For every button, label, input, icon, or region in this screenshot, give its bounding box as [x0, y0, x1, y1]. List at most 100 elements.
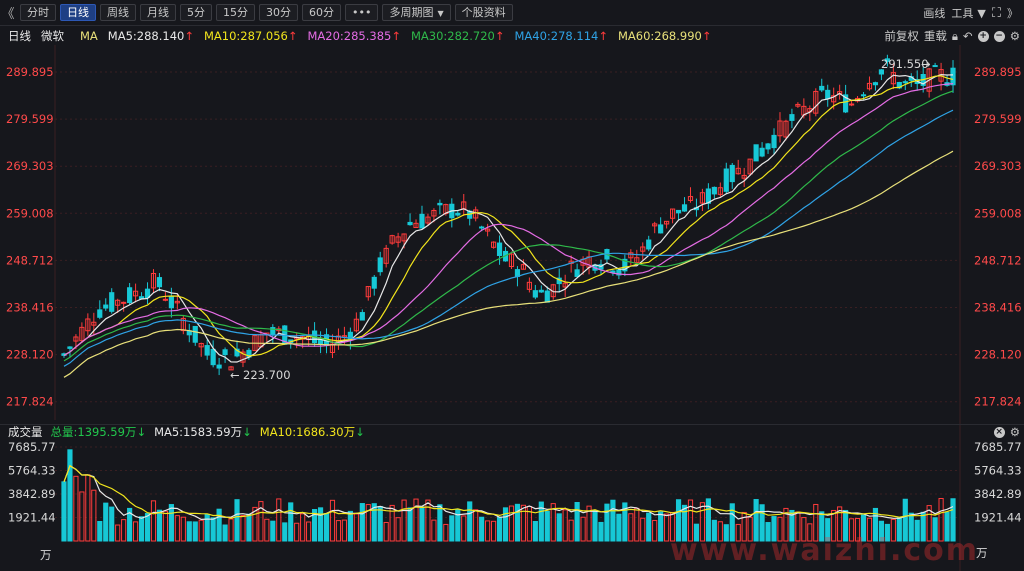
- volume-bar: [240, 515, 246, 542]
- candle-body: [115, 299, 121, 306]
- volume-bar: [371, 503, 377, 542]
- tab-30min[interactable]: 30分: [259, 4, 298, 21]
- volume-bar: [67, 449, 73, 542]
- watermark: www.waizhi.com: [670, 533, 979, 568]
- candle-body: [520, 264, 527, 270]
- tab-daily[interactable]: 日线: [60, 4, 96, 21]
- up-arrow-icon: ↑: [391, 29, 401, 43]
- volume-bar: [115, 524, 121, 542]
- price-label-right: 259.008: [974, 206, 1022, 220]
- volume-bar: [258, 501, 264, 542]
- ma5-value: MA5:288.140↑: [107, 29, 194, 43]
- candle-body: [437, 202, 443, 206]
- arrow-left-icon: ←: [230, 368, 240, 382]
- lock-icon[interactable]: 🔒︎: [951, 28, 959, 43]
- multi-period-dropdown[interactable]: 多周期图 ▼: [382, 4, 451, 21]
- volume-bar: [132, 521, 139, 542]
- volume-bar: [144, 513, 151, 542]
- indicator-name[interactable]: MA: [80, 29, 98, 43]
- volume-bar: [580, 516, 586, 542]
- volume-bar: [413, 498, 419, 542]
- ma-line: [63, 83, 954, 356]
- candle-body: [210, 348, 216, 366]
- volume-title: 成交量: [8, 424, 43, 439]
- candle-body: [884, 58, 890, 62]
- candle-body: [222, 349, 228, 356]
- more-periods-button[interactable]: •••: [345, 4, 379, 21]
- volume-bar: [425, 499, 431, 542]
- candle-body: [687, 196, 694, 201]
- candle-body: [109, 292, 115, 312]
- adjust-button[interactable]: 前复权: [884, 29, 919, 43]
- candle-body: [479, 226, 485, 229]
- volume-unit-left: 万: [40, 548, 52, 562]
- tab-5min[interactable]: 5分: [180, 4, 212, 21]
- tab-60min[interactable]: 60分: [302, 4, 341, 21]
- volume-bar: [395, 517, 401, 542]
- candle-body: [359, 312, 365, 321]
- ma-line: [63, 75, 954, 357]
- volume-bar: [449, 515, 455, 542]
- expand-right-icon[interactable]: 》: [1007, 7, 1018, 20]
- volume-bar: [759, 504, 765, 542]
- close-icon[interactable]: ×: [993, 426, 1005, 438]
- volume-bar: [926, 505, 932, 542]
- stock-name: 微软: [41, 29, 64, 43]
- volume-bar: [252, 506, 258, 542]
- settings-icon[interactable]: ⚙: [1009, 29, 1020, 43]
- tab-monthly[interactable]: 月线: [140, 4, 176, 21]
- volume-bar: [138, 516, 145, 542]
- ma60-value: MA60:268.990↑: [617, 29, 712, 43]
- max-annotation: 291.550 →: [881, 57, 931, 71]
- tools-dropdown[interactable]: 工具 ▼: [951, 5, 985, 21]
- tab-15min[interactable]: 15分: [216, 4, 255, 21]
- volume-bar: [508, 505, 515, 542]
- candle-body: [813, 90, 819, 114]
- candle-body: [562, 282, 568, 288]
- volume-bar: [97, 521, 103, 542]
- volume-bar: [598, 521, 604, 542]
- candle-body: [144, 288, 151, 298]
- candle-body: [777, 120, 783, 137]
- draw-line-button[interactable]: 画线: [923, 7, 946, 20]
- fullscreen-icon[interactable]: ⛶: [991, 5, 1001, 21]
- volume-bar: [121, 519, 127, 542]
- tab-weekly[interactable]: 周线: [100, 4, 136, 21]
- volume-bar: [944, 511, 950, 542]
- candle-body: [455, 212, 461, 216]
- volume-bar: [276, 498, 282, 542]
- volume-bar: [741, 511, 747, 542]
- down-arrow-icon: ↓: [242, 424, 252, 439]
- volume-unit-right: 万: [976, 546, 988, 560]
- volume-bar: [604, 503, 610, 542]
- volume-bar: [747, 516, 753, 542]
- volume-bar: [520, 504, 527, 542]
- tab-intraday[interactable]: 分时: [20, 4, 56, 21]
- candle-body: [717, 187, 723, 195]
- zoom-in-icon[interactable]: +: [977, 30, 989, 42]
- collapse-left-icon[interactable]: 《: [1, 7, 15, 22]
- up-arrow-icon: ↑: [287, 29, 298, 43]
- stock-info-button[interactable]: 个股资料: [454, 4, 513, 21]
- zoom-out-icon[interactable]: −: [993, 30, 1005, 42]
- candle-body: [121, 301, 127, 304]
- volume-bar: [902, 498, 908, 542]
- settings-icon[interactable]: ⚙: [1009, 425, 1020, 439]
- candle-body: [610, 270, 616, 273]
- candle-body: [765, 143, 771, 150]
- candle-body: [395, 236, 401, 243]
- candle-body: [831, 95, 837, 103]
- reload-button[interactable]: 重载: [923, 29, 947, 43]
- undo-icon[interactable]: ↶: [963, 29, 973, 43]
- candle-body: [741, 174, 747, 179]
- candle-body: [526, 281, 532, 290]
- period-label: 日线: [8, 29, 31, 43]
- volume-bar: [675, 499, 682, 542]
- volume-bar: [646, 512, 652, 542]
- volume-bar: [532, 521, 538, 542]
- volume-bar: [473, 509, 479, 542]
- volume-bar: [831, 509, 837, 542]
- candle-body: [658, 224, 664, 234]
- candle-body: [848, 103, 855, 106]
